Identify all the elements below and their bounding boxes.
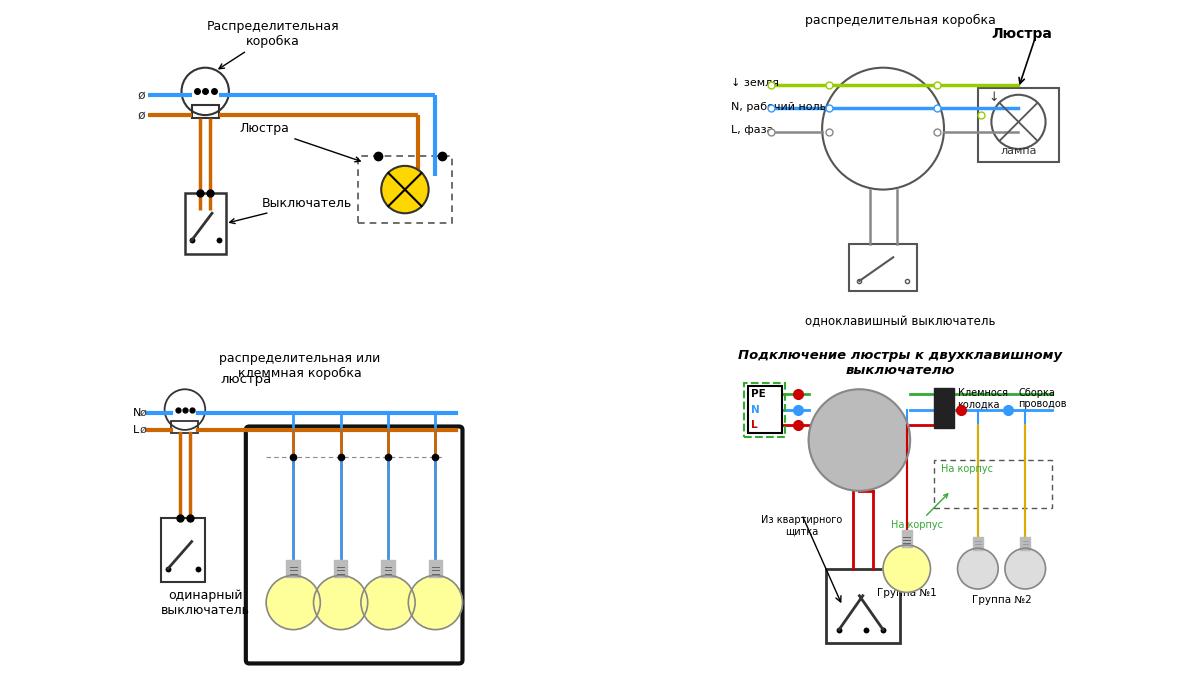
Circle shape xyxy=(361,575,415,630)
Text: Из квартирного
щитка: Из квартирного щитка xyxy=(761,515,842,536)
Text: одноклавишный выключатель: одноклавишный выключатель xyxy=(805,315,995,328)
Bar xyxy=(934,460,1052,508)
Text: N: N xyxy=(132,408,140,418)
FancyBboxPatch shape xyxy=(428,560,442,577)
Bar xyxy=(185,193,226,254)
Text: N, рабочий ноль: N, рабочий ноль xyxy=(731,102,826,112)
Circle shape xyxy=(809,389,910,491)
Circle shape xyxy=(408,575,462,630)
FancyBboxPatch shape xyxy=(901,529,912,547)
Text: лампа: лампа xyxy=(1001,146,1037,156)
Circle shape xyxy=(382,166,428,213)
FancyBboxPatch shape xyxy=(334,560,347,577)
Bar xyxy=(748,386,781,433)
Text: ↓: ↓ xyxy=(988,91,998,104)
Ellipse shape xyxy=(415,594,456,616)
FancyBboxPatch shape xyxy=(382,560,395,577)
Text: ø: ø xyxy=(139,408,146,418)
Bar xyxy=(161,518,205,582)
Bar xyxy=(934,387,954,428)
Ellipse shape xyxy=(367,594,408,616)
Text: распределительная коробка: распределительная коробка xyxy=(804,14,996,26)
Circle shape xyxy=(958,548,998,589)
Text: L: L xyxy=(751,420,757,430)
Circle shape xyxy=(266,575,320,630)
Text: ø: ø xyxy=(138,88,145,102)
Text: Люстра: Люстра xyxy=(240,122,360,162)
Bar xyxy=(358,156,452,223)
Text: PE: PE xyxy=(751,389,766,399)
FancyBboxPatch shape xyxy=(973,536,983,550)
Text: ø: ø xyxy=(139,425,146,435)
FancyBboxPatch shape xyxy=(1020,536,1031,550)
Bar xyxy=(850,244,917,291)
Text: На корпус: На корпус xyxy=(890,494,948,530)
Text: Группа №1: Группа №1 xyxy=(877,588,937,598)
Circle shape xyxy=(313,575,367,630)
Text: люстра: люстра xyxy=(221,372,271,386)
Text: одинарный
выключатель: одинарный выключатель xyxy=(161,589,250,617)
Ellipse shape xyxy=(889,561,924,580)
Bar xyxy=(826,569,900,643)
Bar xyxy=(192,105,218,118)
Bar xyxy=(172,421,198,433)
Bar xyxy=(744,383,785,437)
Text: Распределительная
коробка: Распределительная коробка xyxy=(206,20,340,69)
Ellipse shape xyxy=(272,594,313,616)
Text: Клемнося
колодка: Клемнося колодка xyxy=(958,387,1008,409)
Text: L, фаза: L, фаза xyxy=(731,125,773,135)
Bar xyxy=(978,88,1060,162)
Text: Люстра: Люстра xyxy=(991,27,1052,41)
Ellipse shape xyxy=(320,594,361,616)
Text: Выключатель: Выключатель xyxy=(229,196,352,223)
Text: Группа №2: Группа №2 xyxy=(972,594,1032,605)
Text: Сборка
проводов: Сборка проводов xyxy=(1019,387,1067,409)
FancyBboxPatch shape xyxy=(287,560,300,577)
Text: Подключение люстры к двухклавишному
выключателю: Подключение люстры к двухклавишному выкл… xyxy=(738,349,1062,376)
Text: распределительная или
клеммная коробка: распределительная или клеммная коробка xyxy=(220,352,380,380)
Text: L: L xyxy=(132,425,139,435)
Text: ø: ø xyxy=(138,108,145,122)
Text: N: N xyxy=(751,405,760,414)
Text: На корпус: На корпус xyxy=(941,464,992,474)
Circle shape xyxy=(1004,548,1045,589)
Circle shape xyxy=(883,545,930,592)
Text: ↓ земля: ↓ земля xyxy=(731,78,779,88)
